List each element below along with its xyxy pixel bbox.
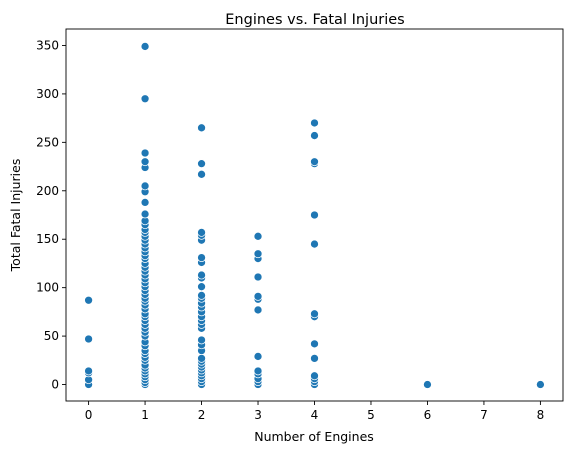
y-tick-label: 300 [36, 87, 59, 101]
y-tick-label: 250 [36, 135, 59, 149]
x-tick-label: 2 [198, 408, 206, 422]
x-axis: 0 1 2 3 4 5 6 7 8 [85, 401, 544, 422]
x-tick-label: 8 [537, 408, 545, 422]
data-point [423, 380, 432, 389]
x-tick-label: 0 [85, 408, 93, 422]
data-point [197, 270, 206, 280]
data-point [310, 157, 319, 167]
data-point [140, 198, 150, 207]
y-tick-label: 350 [36, 38, 59, 52]
x-tick-label: 3 [254, 408, 262, 422]
data-point [253, 305, 263, 315]
data-point [310, 339, 319, 349]
data-point [310, 210, 319, 220]
x-tick-label: 6 [424, 408, 432, 422]
data-point [84, 295, 93, 305]
data-point [140, 181, 150, 191]
data-point [197, 169, 206, 179]
data-point [140, 209, 150, 219]
data-point [197, 123, 206, 133]
data-point [253, 352, 263, 361]
data-point [140, 157, 150, 167]
data-point [140, 42, 150, 51]
x-tick-label: 5 [367, 408, 375, 422]
data-point [197, 159, 206, 169]
data-point [140, 94, 150, 104]
data-points [84, 42, 545, 389]
data-point [197, 228, 206, 237]
data-point [310, 309, 319, 319]
y-tick-label: 200 [36, 184, 59, 198]
data-point [253, 366, 263, 376]
data-point [197, 354, 206, 363]
data-point [140, 148, 150, 158]
data-point [84, 334, 93, 344]
y-tick-label: 150 [36, 232, 59, 246]
data-point [253, 292, 263, 301]
x-tick-label: 4 [311, 408, 319, 422]
x-tick-label: 7 [480, 408, 488, 422]
y-tick-label: 50 [44, 329, 59, 343]
y-tick-label: 0 [51, 378, 59, 392]
data-point [197, 282, 206, 292]
y-axis-label: Total Fatal Injuries [8, 159, 23, 273]
chart-title: Engines vs. Fatal Injuries [225, 12, 404, 28]
data-point [84, 366, 93, 376]
data-point [310, 239, 319, 249]
data-point [253, 231, 263, 241]
y-axis: 0 50 100 150 200 250 300 350 [36, 38, 66, 392]
y-tick-label: 100 [36, 281, 59, 295]
data-point [310, 131, 319, 140]
data-point [253, 272, 263, 282]
x-tick-label: 1 [141, 408, 149, 422]
data-point [197, 253, 206, 262]
x-axis-label: Number of Engines [254, 429, 374, 444]
data-point [310, 354, 319, 363]
data-point [197, 291, 206, 300]
data-point [197, 335, 206, 345]
data-point [253, 249, 263, 259]
data-point [310, 118, 319, 128]
data-point [310, 371, 319, 381]
data-point [536, 380, 545, 389]
